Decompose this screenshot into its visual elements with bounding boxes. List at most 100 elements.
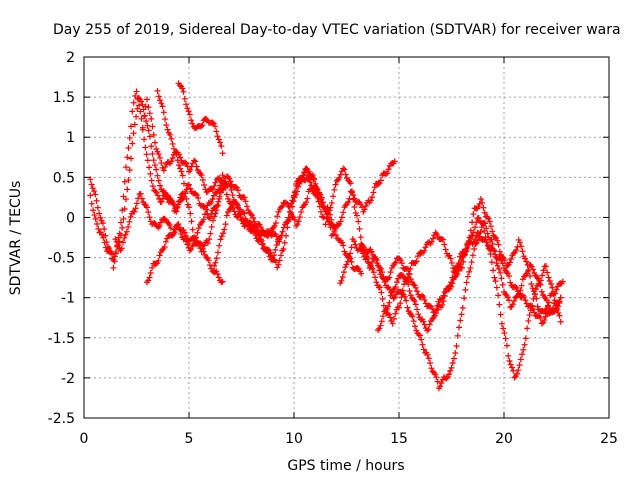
data-point	[149, 183, 156, 190]
data-point	[377, 284, 384, 291]
data-point	[96, 210, 103, 217]
data-point	[220, 174, 227, 181]
data-point	[87, 192, 94, 199]
data-point	[387, 314, 394, 321]
data-point	[434, 302, 441, 309]
data-point	[470, 239, 477, 246]
data-point	[275, 208, 282, 215]
data-point	[148, 115, 155, 122]
data-point	[235, 204, 242, 211]
data-point	[294, 221, 301, 228]
data-point	[144, 204, 150, 211]
data-point	[279, 203, 286, 210]
data-point	[424, 327, 431, 334]
data-point	[179, 85, 186, 92]
data-point	[477, 196, 484, 203]
data-point	[158, 159, 165, 166]
data-point	[281, 239, 288, 246]
data-point	[184, 241, 191, 248]
data-point	[368, 264, 375, 271]
data-point	[156, 223, 163, 230]
data-point	[346, 255, 353, 262]
data-point	[485, 215, 492, 222]
data-point	[183, 160, 190, 167]
data-point	[185, 108, 192, 115]
data-point	[412, 284, 419, 291]
data-point	[439, 301, 446, 308]
y-axis-ticks: -2.5 -2 -1.5 -1 -0.5 0 0.5 1 1.5 2	[48, 50, 609, 427]
data-point	[94, 221, 101, 228]
data-point	[552, 290, 559, 297]
series-track-13	[375, 215, 564, 334]
data-point	[112, 248, 119, 255]
data-point	[517, 287, 524, 294]
data-point	[375, 262, 381, 269]
data-point	[277, 252, 284, 259]
data-point	[354, 264, 361, 271]
data-point	[420, 318, 427, 325]
data-point	[497, 269, 504, 276]
data-point	[138, 115, 145, 122]
data-point	[272, 219, 279, 226]
data-point	[157, 182, 164, 189]
data-point	[414, 306, 421, 313]
data-point	[201, 211, 208, 218]
data-point	[445, 371, 452, 378]
data-point	[170, 201, 177, 208]
data-point	[421, 296, 428, 303]
data-point	[342, 171, 349, 178]
data-point	[553, 286, 560, 293]
data-point	[504, 294, 511, 301]
data-point	[216, 242, 223, 249]
data-point	[428, 365, 435, 372]
data-point	[370, 189, 377, 196]
data-point	[215, 186, 222, 193]
data-point	[451, 355, 458, 362]
y-tick-label: -1.5	[48, 331, 75, 347]
data-point	[398, 272, 405, 279]
data-point	[223, 191, 230, 198]
data-point	[125, 177, 132, 184]
data-point	[233, 201, 240, 208]
data-point	[167, 224, 174, 231]
data-point	[275, 261, 282, 268]
data-point	[123, 164, 129, 171]
data-point	[511, 297, 518, 304]
series-track-9	[291, 158, 398, 239]
data-point	[492, 253, 499, 260]
data-point	[146, 214, 153, 221]
data-point	[158, 198, 165, 205]
data-point	[235, 187, 242, 194]
data-point	[188, 246, 195, 253]
data-point	[216, 175, 223, 182]
data-point	[379, 296, 386, 303]
data-point	[556, 312, 563, 319]
x-tick-label: 25	[600, 431, 618, 447]
data-point	[89, 185, 96, 192]
data-points	[87, 80, 566, 392]
data-point	[496, 301, 503, 308]
data-point	[473, 219, 480, 226]
data-point	[468, 259, 475, 266]
data-point	[524, 268, 531, 275]
data-point	[304, 168, 311, 175]
data-point	[148, 177, 155, 184]
data-point	[490, 267, 497, 274]
data-point	[556, 300, 563, 307]
data-point	[422, 244, 429, 251]
data-point	[380, 313, 387, 320]
series-track-3	[112, 190, 226, 286]
data-point	[489, 241, 496, 248]
data-point	[382, 307, 389, 314]
data-point	[204, 240, 211, 247]
data-point	[488, 236, 495, 243]
data-point	[205, 214, 212, 221]
data-point	[133, 113, 140, 120]
data-point	[163, 122, 170, 129]
data-point	[413, 327, 420, 334]
data-point	[91, 212, 98, 219]
data-point	[162, 116, 169, 123]
data-point	[482, 236, 489, 243]
data-point	[321, 204, 328, 211]
data-point	[522, 255, 528, 262]
